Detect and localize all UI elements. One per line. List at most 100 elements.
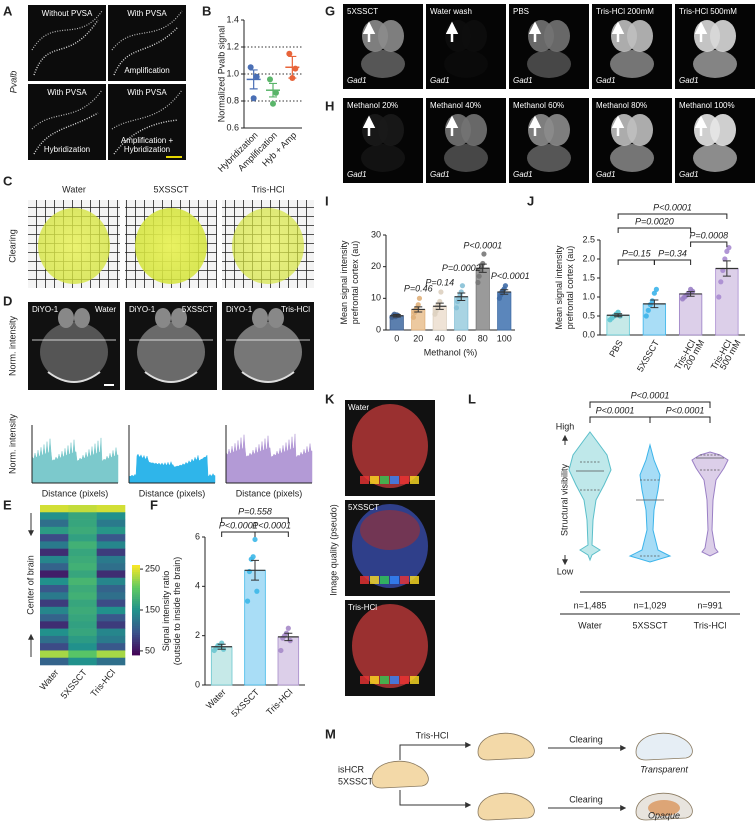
x-tick-label: Water — [204, 687, 228, 711]
heatmap-cell — [68, 505, 97, 513]
panel-letter: M — [325, 726, 336, 741]
p-value: P<0.0001 — [653, 202, 692, 212]
brain — [361, 144, 405, 172]
y-tick-label: 0.8 — [226, 95, 239, 105]
data-point — [438, 289, 444, 295]
brain — [40, 322, 108, 382]
heatmap-cell — [96, 635, 126, 644]
significance-bracket — [617, 259, 655, 265]
intensity-profile — [128, 453, 216, 484]
heatmap-cell — [96, 512, 126, 520]
diagram-label: Clearing — [569, 734, 603, 744]
heatmap-cell — [96, 519, 126, 528]
image-label: With PVSA — [127, 9, 167, 18]
axis-label: (outside to inside the brain) — [172, 557, 182, 666]
colorbar-step — [132, 598, 140, 602]
quality-block — [400, 476, 409, 484]
data-point — [250, 95, 257, 102]
colorbar-step — [132, 587, 140, 591]
arrow — [399, 742, 472, 760]
brain — [544, 114, 570, 146]
p-value: P=0.15 — [622, 248, 652, 258]
significance-bracket — [221, 531, 256, 537]
gene-label: Gad1 — [430, 170, 450, 179]
colorbar-step — [132, 619, 140, 622]
x-tick-label: Tris-HCl — [264, 687, 294, 717]
brain — [378, 20, 404, 52]
gene-label: Gad1 — [430, 76, 450, 85]
quality-block — [360, 476, 369, 484]
heatmap-cell — [68, 621, 97, 629]
p-value: P<0.0001 — [219, 520, 258, 530]
image-label: Tris-HCl 500mM — [679, 7, 737, 16]
colorbar-step — [132, 634, 140, 638]
heatmap-cell — [68, 592, 97, 600]
data-point — [247, 64, 254, 71]
diagram-label: 5XSSCT — [338, 776, 374, 786]
p-value: P=0.0020 — [635, 216, 674, 226]
axis-label: prefrontal cortex (au) — [350, 241, 360, 325]
micrograph — [108, 5, 186, 81]
heatmap-cell — [96, 555, 126, 564]
data-point — [278, 647, 284, 654]
p-value: P<0.0001 — [252, 520, 291, 530]
panel-letter: K — [325, 391, 335, 406]
data-point — [244, 598, 251, 604]
heatmap-cell — [40, 650, 69, 659]
image-label: Methanol 60% — [513, 101, 564, 110]
x-tick-label: Tris-HCl — [89, 667, 118, 698]
axis-label: Norm. intensity — [7, 413, 17, 474]
data-point — [273, 89, 279, 96]
brain-sample — [232, 208, 304, 284]
y-tick-label: 10 — [371, 293, 381, 303]
quality-block — [360, 676, 369, 684]
colorbar-step — [132, 612, 140, 615]
heatmap-cell — [68, 563, 97, 571]
significance-bracket — [653, 259, 692, 265]
brain-sample — [135, 208, 207, 284]
heatmap-cell — [96, 563, 126, 571]
quality-block — [370, 576, 379, 584]
brain — [444, 50, 488, 78]
brain — [544, 20, 570, 52]
significance-bracket — [589, 416, 651, 423]
x-tick-label: Tris-HCl — [694, 620, 727, 630]
heatmap-cell — [40, 643, 69, 651]
y-tick-label: 0.5 — [582, 310, 595, 320]
image-label: Tris-HCl — [281, 305, 310, 314]
p-value: P=0.558 — [238, 506, 272, 516]
violin — [691, 451, 729, 557]
significance-bracket — [589, 401, 711, 408]
p-value: P=0.34 — [658, 248, 687, 258]
gene-label: Gad1 — [596, 76, 616, 85]
colorbar-step — [132, 607, 140, 611]
colorbar-step — [132, 610, 140, 613]
data-point — [480, 260, 486, 267]
heatmap-cell — [40, 519, 69, 528]
heatmap-cell — [68, 606, 97, 615]
x-tick-label: 5XSSCT — [229, 687, 261, 719]
heatmap-cell — [68, 657, 97, 666]
image-label: 5XSSCT — [153, 184, 189, 194]
bar — [277, 636, 300, 686]
colorbar-step — [132, 574, 140, 577]
y-tick-label: 1.5 — [582, 272, 595, 282]
y-tick-label: 6 — [195, 531, 200, 541]
bar — [244, 569, 266, 686]
y-tick-label: 20 — [371, 261, 381, 271]
significance-bracket — [617, 227, 692, 233]
colorbar-step — [132, 650, 140, 654]
gene-label: Gad1 — [347, 76, 367, 85]
brain — [171, 308, 187, 328]
colorbar-step — [132, 596, 140, 600]
panel-letter: D — [3, 293, 12, 308]
colorbar-step — [132, 578, 140, 582]
heatmap-cell — [68, 628, 97, 637]
heatmap-cell — [96, 505, 126, 513]
heatmap-cell — [40, 606, 69, 615]
data-point — [481, 251, 487, 257]
significance-bracket — [649, 416, 711, 423]
heatmap-cell — [96, 541, 126, 549]
image-label: Amplification — [124, 66, 169, 75]
